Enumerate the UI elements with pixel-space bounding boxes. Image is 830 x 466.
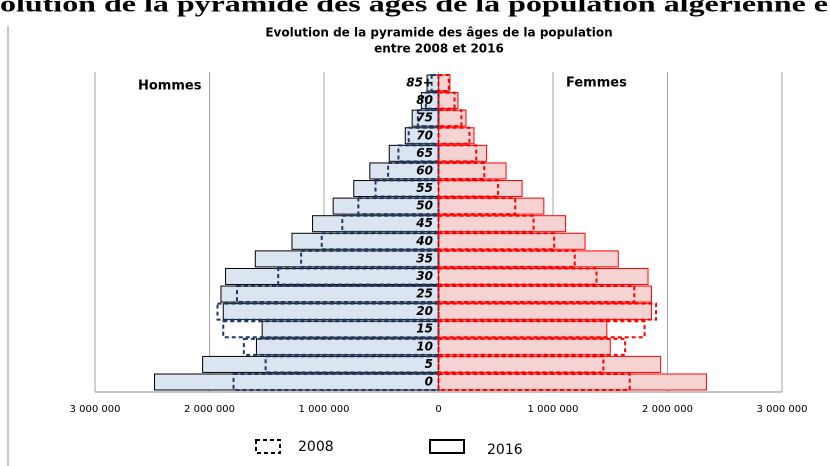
x-tick-label: 3 000 000 bbox=[757, 404, 808, 415]
x-tick-label: 2 000 000 bbox=[184, 404, 235, 415]
age-label: 70 bbox=[416, 128, 433, 142]
bar bbox=[438, 144, 488, 162]
age-label: 0 bbox=[425, 375, 433, 389]
age-label: 55 bbox=[416, 181, 433, 195]
x-tick-label: 0 bbox=[435, 404, 441, 415]
bar bbox=[438, 232, 586, 250]
bar bbox=[437, 267, 598, 286]
bar bbox=[437, 320, 646, 339]
bar bbox=[438, 373, 707, 391]
bar bbox=[254, 250, 439, 268]
bar bbox=[437, 74, 450, 92]
bar bbox=[438, 303, 652, 321]
page-heading: olution de la pyramide des âges de la po… bbox=[0, 0, 828, 16]
bar bbox=[437, 302, 658, 321]
age-label: 60 bbox=[416, 163, 433, 177]
age-label: 50 bbox=[416, 199, 433, 213]
bar bbox=[437, 197, 517, 216]
age-label: 30 bbox=[416, 269, 433, 283]
bar bbox=[438, 355, 662, 373]
bar bbox=[235, 285, 440, 304]
bar bbox=[437, 337, 627, 356]
bar bbox=[438, 320, 608, 338]
bar bbox=[437, 91, 456, 110]
bar bbox=[437, 232, 556, 251]
bar bbox=[438, 197, 545, 215]
bar bbox=[320, 232, 440, 251]
legend-label: 2016 bbox=[487, 442, 523, 458]
bar bbox=[438, 162, 507, 180]
bar bbox=[357, 197, 440, 216]
x-tick-label: 2 000 000 bbox=[642, 404, 693, 415]
bar bbox=[216, 302, 440, 321]
bar bbox=[438, 180, 523, 198]
bar bbox=[437, 249, 576, 268]
bar bbox=[255, 338, 439, 356]
bar bbox=[261, 320, 440, 338]
x-tick-label: 1 000 000 bbox=[528, 404, 579, 415]
bar bbox=[424, 91, 440, 110]
bar bbox=[222, 320, 440, 339]
bar bbox=[437, 355, 605, 374]
bar bbox=[222, 303, 439, 321]
x-tick-label: 3 000 000 bbox=[70, 404, 121, 415]
side-label: Femmes bbox=[566, 76, 627, 91]
age-label: 75 bbox=[416, 111, 433, 125]
age-label: 85+ bbox=[406, 76, 433, 90]
bar bbox=[438, 338, 611, 356]
bar bbox=[437, 373, 631, 391]
age-label: 25 bbox=[416, 287, 433, 301]
bar bbox=[277, 267, 440, 286]
age-label: 45 bbox=[415, 216, 433, 230]
bar bbox=[242, 337, 440, 356]
bar bbox=[202, 355, 439, 373]
x-tick-label: 1 000 000 bbox=[299, 404, 350, 415]
age-label: 20 bbox=[416, 304, 433, 318]
bar bbox=[438, 285, 652, 303]
bar bbox=[437, 285, 636, 304]
bar bbox=[154, 373, 439, 391]
bar bbox=[438, 250, 619, 268]
age-label: 40 bbox=[415, 234, 433, 248]
bar bbox=[437, 179, 500, 198]
legend-swatch bbox=[255, 439, 281, 454]
legend-label: 2008 bbox=[298, 439, 334, 455]
age-label: 35 bbox=[416, 251, 433, 265]
age-label: 10 bbox=[416, 339, 433, 353]
bar bbox=[220, 285, 439, 303]
bar bbox=[264, 355, 440, 374]
age-label: 80 bbox=[416, 93, 433, 107]
age-label: 15 bbox=[416, 322, 433, 336]
bar bbox=[437, 161, 486, 180]
bar bbox=[437, 109, 463, 128]
age-label: 5 bbox=[425, 357, 433, 371]
age-label: 65 bbox=[416, 146, 433, 160]
chart-title: Evolution de la pyramide des âges de la … bbox=[265, 26, 612, 40]
chart-title: entre 2008 et 2016 bbox=[374, 42, 504, 56]
bar bbox=[437, 144, 478, 163]
bar bbox=[438, 215, 567, 233]
side-label: Hommes bbox=[138, 79, 202, 94]
bar bbox=[438, 267, 649, 285]
bar bbox=[437, 126, 471, 145]
bar bbox=[416, 109, 440, 128]
bar bbox=[225, 267, 439, 285]
legend-swatch bbox=[429, 439, 465, 454]
